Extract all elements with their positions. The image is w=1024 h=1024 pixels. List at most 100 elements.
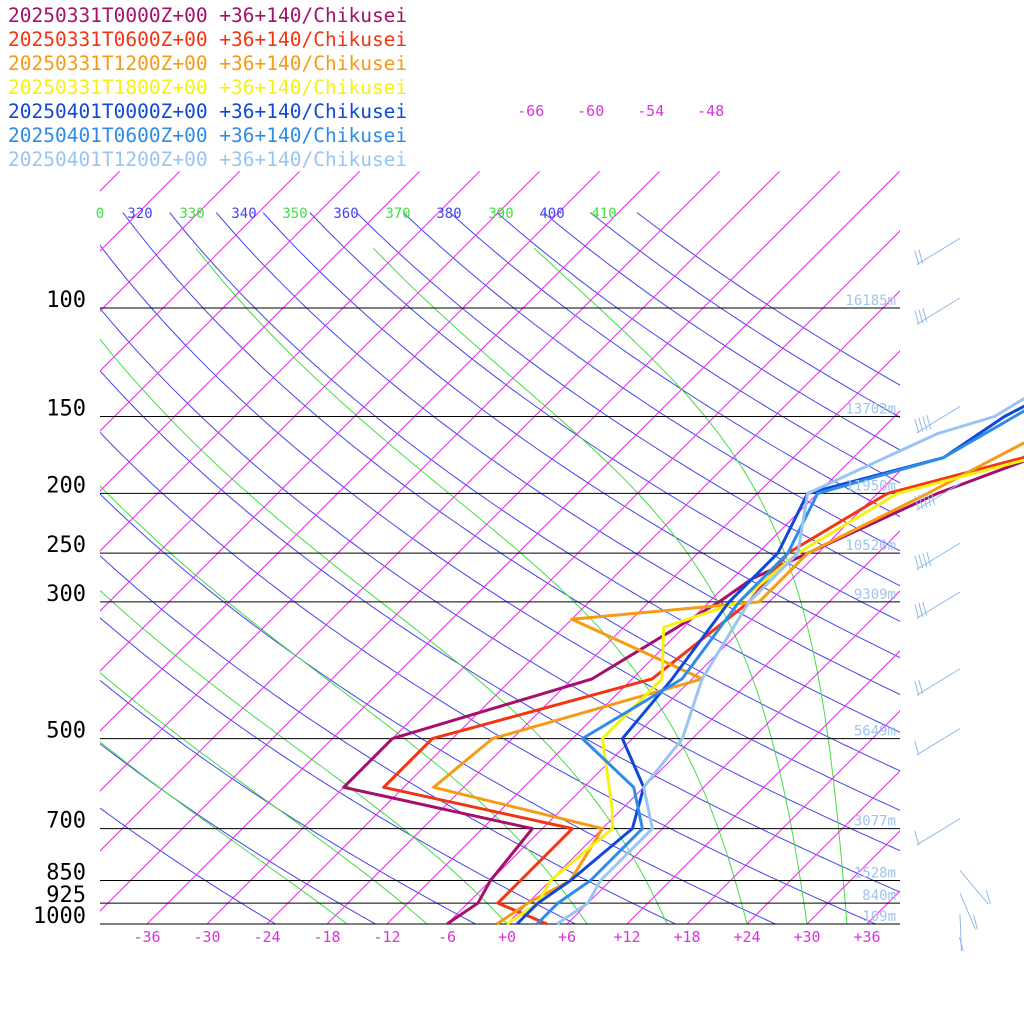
isotherm-line <box>100 170 361 432</box>
pressure-label: 250 <box>46 533 86 558</box>
legend-entry: 20250401T0600Z+00 +36+140/Chikusei <box>8 124 408 147</box>
height-label: 16185m <box>845 293 896 309</box>
wind-barb-flag <box>918 679 924 695</box>
wind-barb-flag <box>930 490 936 506</box>
upper-temp-label: -66 <box>517 102 544 120</box>
wind-barb-flag <box>973 915 978 930</box>
sounding-line <box>535 409 1024 926</box>
wind-barb-flag <box>914 418 920 433</box>
dry-adiabat-line <box>169 212 900 733</box>
theta-label: 330 <box>179 206 204 222</box>
isotherm-line <box>686 710 900 924</box>
pressure-label: 925 <box>46 883 86 908</box>
legend-entry: 20250331T0600Z+00 +36+140/Chikusei <box>8 28 408 51</box>
temp-tick-label: +36 <box>853 928 880 946</box>
wind-barb-flag <box>922 416 928 431</box>
upper-temp-label: -48 <box>697 102 724 120</box>
sounding-line <box>506 458 1024 926</box>
theta-label: 400 <box>539 206 564 222</box>
isotherm-line <box>100 170 181 252</box>
pressure-label: 200 <box>46 473 86 498</box>
axis-labels: 100 16185m 150 13702m 200 11950m 250 10520m 300 9… <box>33 102 896 946</box>
pressure-label: 1000 <box>33 904 86 929</box>
isotherm-line <box>100 170 661 732</box>
isotherm-line <box>100 170 421 492</box>
isotherm-line <box>626 650 900 924</box>
dry-adiabat-line <box>100 244 900 811</box>
sounding-line <box>432 441 1024 926</box>
isotherm-line <box>266 290 900 924</box>
isotherm-line <box>100 170 541 612</box>
theta-label: 350 <box>282 206 307 222</box>
wind-barb-flag <box>985 889 991 905</box>
temp-tick-label: +12 <box>613 928 640 946</box>
wind-barb-flag <box>922 307 928 323</box>
isotherm-line <box>566 590 900 924</box>
dry-adiabat-line <box>122 212 900 772</box>
pressure-label: 700 <box>46 809 86 834</box>
theta-label: 410 <box>591 206 616 222</box>
wind-barb-flag <box>914 604 920 619</box>
wind-barb <box>959 913 962 952</box>
pressure-label: 150 <box>46 396 86 421</box>
theta-label: 390 <box>488 206 513 222</box>
pressure-label: 500 <box>46 719 86 744</box>
pressure-label: 300 <box>46 582 86 607</box>
dry-adiabat-line <box>100 555 677 924</box>
temp-tick-label: +18 <box>673 928 700 946</box>
isotherm-line <box>100 170 781 852</box>
height-label: 5649m <box>854 724 896 740</box>
theta-label: 320 <box>127 206 152 222</box>
theta-label: 370 <box>385 206 410 222</box>
dry-adiabat-line <box>100 743 377 924</box>
wind-barb-flag <box>926 415 932 430</box>
theta-label: 0 <box>96 206 104 222</box>
legend-entry: 20250331T1200Z+00 +36+140/Chikusei <box>8 52 408 75</box>
temp-tick-label: -18 <box>313 928 340 946</box>
isotherm-line <box>100 170 481 552</box>
wind-barb-flag <box>918 309 924 324</box>
temp-tick-label: +6 <box>558 928 576 946</box>
wind-barb-flag <box>914 555 920 570</box>
dry-adiabat-line <box>100 679 477 924</box>
dry-adiabat-line <box>262 212 900 659</box>
wind-barb-flag <box>958 937 964 952</box>
dry-adiabat-line <box>100 307 900 852</box>
temp-tick-label: -36 <box>133 928 160 946</box>
isotherm-line <box>746 770 900 924</box>
wind-barb <box>916 728 961 756</box>
isotherm-line <box>100 170 241 312</box>
moist-adiabat-line <box>100 741 348 924</box>
theta-label: 340 <box>231 206 256 222</box>
legend-entry: 20250331T1800Z+00 +36+140/Chikusei <box>8 76 408 99</box>
wind-barb-flag <box>922 493 928 508</box>
wind-barb <box>916 483 961 511</box>
pressure-label: 100 <box>46 288 86 313</box>
temp-tick-label: -24 <box>253 928 280 946</box>
wind-barb-flag <box>922 601 928 616</box>
legend: 20250331T0000Z+00 +36+140/Chikusei 202503… <box>8 4 407 172</box>
wind-barb-flag <box>918 249 924 264</box>
sounding-line <box>342 459 1024 926</box>
wind-barb <box>916 237 961 266</box>
isotherm-line <box>100 170 301 372</box>
isotherm-line <box>386 410 900 924</box>
moist-adiabat-line <box>100 672 428 924</box>
wind-barb <box>959 892 976 930</box>
wind-barb-flag <box>914 740 920 756</box>
wind-barb-flag <box>926 551 932 567</box>
height-label: 109m <box>862 909 896 925</box>
theta-label: 380 <box>436 206 461 222</box>
isotherm-line <box>146 170 900 924</box>
wind-barb <box>916 542 961 570</box>
height-label: 840m <box>862 888 896 904</box>
legend-entry: 20250401T1200Z+00 +36+140/Chikusei <box>8 148 408 171</box>
legend-entry: 20250331T0000Z+00 +36+140/Chikusei <box>8 4 408 27</box>
temp-tick-label: -6 <box>438 928 456 946</box>
isotherm-line <box>326 350 900 924</box>
wind-barbs <box>914 237 991 952</box>
wind-barb <box>959 870 989 905</box>
dry-adiabat-line <box>356 212 900 587</box>
dry-adiabat-line <box>215 212 900 696</box>
wind-barb-flag <box>914 830 920 846</box>
